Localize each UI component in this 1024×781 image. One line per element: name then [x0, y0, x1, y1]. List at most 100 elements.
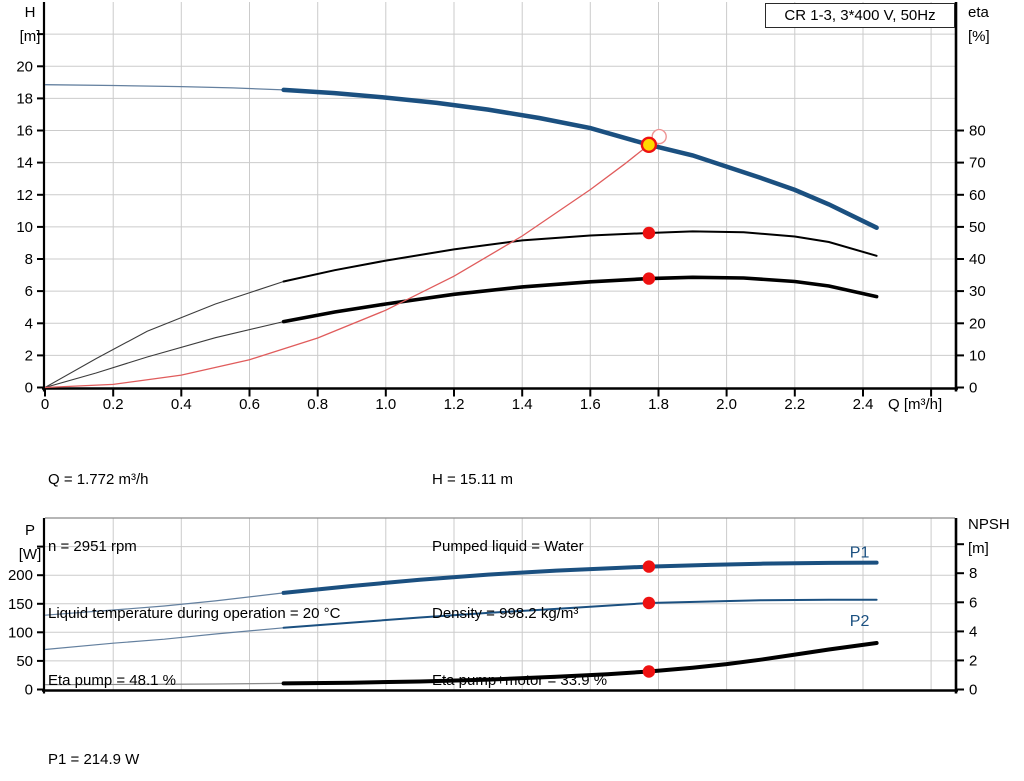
eta-pump-motor-curve[interactable] [44, 275, 879, 389]
eta-pump-curve[interactable] [44, 230, 878, 388]
power-info-column: P1 = 214.9 W P2 = 151.3 W NPSH = 1.24 m [48, 702, 153, 781]
annotation-pumped-liquid: Pumped liquid = Water [432, 538, 584, 556]
y-left-tick-label: 150 [8, 596, 33, 613]
system-curve-segment[interactable] [44, 136, 659, 389]
y-left-tick-label: 4 [25, 315, 33, 332]
duty-point[interactable] [640, 136, 658, 154]
pump-model-box: CR 1-3, 3*400 V, 50Hz [765, 3, 955, 28]
pump-curve-thin-segment [44, 84, 284, 91]
npsh-curve-thin-segment [44, 682, 284, 686]
y-right-axis-unit-label: [m] [968, 540, 989, 557]
x-tick-label: 2.0 [716, 396, 737, 413]
y-right-tick-label: 0 [969, 682, 977, 699]
annotation-density: Density = 998.2 kg/m³ [432, 605, 579, 623]
y-left-axis-unit-label: H [25, 4, 36, 21]
annotation-q: Q = 1.772 m³/h [48, 470, 149, 488]
x-tick-label: 1.0 [375, 396, 396, 413]
y-left-tick-label: 6 [25, 283, 33, 300]
y-right-tick-label: 80 [969, 123, 986, 140]
p1-curve-thin-segment [44, 592, 284, 616]
x-tick-label: 0.4 [171, 396, 192, 413]
x-tick-label: 2.4 [853, 396, 874, 413]
axes: 0 2 4 6 8 10 12 14 16 18 20 0 10 20 30 40 50 60 70 80 0 0.2 0.… [16, 2, 990, 413]
p2-point [642, 596, 656, 610]
annotation-h: H = 15.11 m [432, 470, 514, 488]
y-left-tick-label: 2 [25, 347, 33, 364]
y-left-tick-label: 0 [25, 380, 33, 397]
y-right-tick-label: 70 [969, 155, 986, 172]
x-tick-label: 0.2 [103, 396, 124, 413]
y-right-axis-unit-label: eta [968, 4, 990, 21]
eta-pump-motor-curve-main-segment[interactable] [281, 275, 879, 324]
annotation-p1: P1 = 214.9 W [48, 751, 140, 768]
y-left-tick-label: 0 [25, 682, 33, 699]
npsh-point [642, 665, 656, 678]
y-left-axis-unit-label: [m] [20, 28, 41, 45]
y-right-axis-unit-label: [%] [968, 28, 990, 45]
y-left-tick-label: 12 [16, 187, 33, 204]
y-left-tick-label: 100 [8, 624, 33, 641]
annotation-eta-pump: Eta pump = 48.1 % [48, 672, 176, 690]
annotation-liquid-temp: Liquid temperature during operation = 20… [48, 605, 341, 623]
pump-model-label: CR 1-3, 3*400 V, 50Hz [784, 7, 936, 24]
y-right-tick-label: 6 [969, 594, 977, 611]
system-curve[interactable] [44, 136, 659, 389]
p2-label: P2 [850, 613, 870, 630]
eta-pump-curve-main-segment[interactable] [282, 230, 878, 283]
p2-curve[interactable] [44, 598, 878, 651]
eta-pump-curve-thin-segment [44, 280, 284, 388]
eta-pump-point [642, 226, 656, 240]
x-axis-unit-label: Q [m³/h] [888, 396, 942, 413]
x-tick-label: 2.2 [784, 396, 805, 413]
p1-curve[interactable] [44, 560, 879, 616]
y-left-axis-unit-label: P [25, 522, 35, 539]
p1-curve-main-segment[interactable] [281, 560, 879, 595]
duty-info-right-column: H = 15.11 m Pumped liquid = Water Densit… [432, 424, 607, 738]
y-left-tick-label: 20 [16, 58, 33, 75]
gridlines [45, 2, 955, 388]
x-tick-label: 1.6 [580, 396, 601, 413]
y-left-tick-label: 10 [16, 219, 33, 236]
x-tick-label: 1.4 [512, 396, 533, 413]
x-tick-label: 1.2 [444, 396, 465, 413]
x-tick-label: 0.8 [307, 396, 328, 413]
y-left-tick-label: 50 [16, 653, 33, 670]
axes: 0 50 100 150 200 0 2 4 6 8 P [W] NPSH [m] [8, 516, 1010, 699]
y-left-tick-label: 16 [16, 123, 33, 140]
p1-point [642, 560, 656, 573]
eta-pump-motor-curve-thin-segment [44, 321, 284, 389]
x-tick-label: 1.8 [648, 396, 669, 413]
y-left-tick-label: 18 [16, 90, 33, 107]
y-left-tick-label: 200 [8, 567, 33, 584]
y-left-tick-label: 8 [25, 251, 33, 268]
p2-curve-main-segment[interactable] [282, 598, 878, 629]
y-left-tick-label: 14 [16, 155, 33, 172]
pump-curve-main-segment[interactable] [281, 87, 879, 230]
y-right-tick-label: 4 [969, 623, 977, 640]
x-tick-label: 0 [41, 396, 49, 413]
p1-label: P1 [850, 544, 870, 561]
annotation-eta-pump-motor: Eta pump+motor = 33.9 % [432, 672, 608, 690]
y-right-tick-label: 0 [969, 380, 977, 397]
y-right-tick-label: 40 [969, 251, 986, 268]
open-circle-marker [651, 128, 667, 145]
y-right-tick-label: 50 [969, 219, 986, 236]
eta-pump-motor-point [642, 272, 656, 285]
x-tick-label: 0.6 [239, 396, 260, 413]
y-right-tick-label: 2 [969, 652, 977, 669]
duty-info-left-column: Q = 1.772 m³/h n = 2951 rpm Liquid tempe… [48, 424, 340, 738]
annotation-n: n = 2951 rpm [48, 538, 137, 556]
y-right-tick-label: 20 [969, 315, 986, 332]
y-right-tick-label: 30 [969, 283, 986, 300]
top-chart[interactable]: 0 2 4 6 8 10 12 14 16 18 20 0 10 20 30 40 50 60 70 80 0 0.2 0.… [16, 2, 990, 413]
y-right-tick-label: 8 [969, 565, 977, 582]
p2-curve-thin-segment [44, 627, 284, 651]
y-right-axis-unit-label: NPSH [968, 516, 1010, 533]
y-right-tick-label: 60 [969, 187, 986, 204]
y-left-axis-unit-label: [W] [19, 546, 42, 563]
pump-curve[interactable] [44, 84, 879, 230]
bottom-chart[interactable]: 0 50 100 150 200 0 2 4 6 8 P [W] NPSH [m] P1 P2 [8, 516, 1010, 699]
y-right-tick-label: 10 [969, 347, 986, 364]
